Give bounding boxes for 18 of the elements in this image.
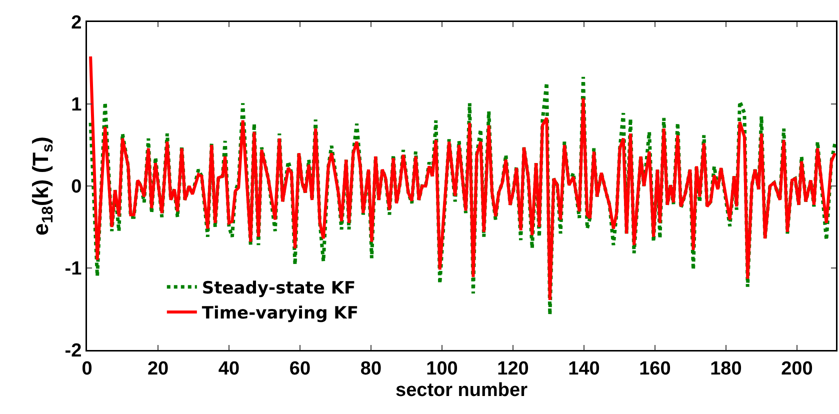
- y-tick-label: 1: [71, 94, 82, 116]
- y-tick-label: -2: [64, 340, 82, 362]
- x-tick-label: 100: [426, 358, 458, 380]
- x-tick-label: 80: [360, 358, 382, 380]
- x-tick-label: 160: [639, 358, 671, 380]
- y-tick-label: 0: [71, 176, 82, 198]
- x-tick-label: 60: [289, 358, 311, 380]
- x-tick-label: 200: [781, 358, 813, 380]
- x-axis-title: sector number: [396, 380, 528, 401]
- x-tick-label: 40: [218, 358, 240, 380]
- y-tick-label: -1: [64, 258, 82, 280]
- y-tick-label: 2: [71, 12, 82, 34]
- x-tick-label: 120: [497, 358, 529, 380]
- x-tick-label: 180: [710, 358, 742, 380]
- x-tick-label: 20: [147, 358, 169, 380]
- x-tick-label: 140: [568, 358, 600, 380]
- legend-label: Time-varying KF: [202, 304, 358, 324]
- legend-label: Steady-state KF: [202, 278, 356, 298]
